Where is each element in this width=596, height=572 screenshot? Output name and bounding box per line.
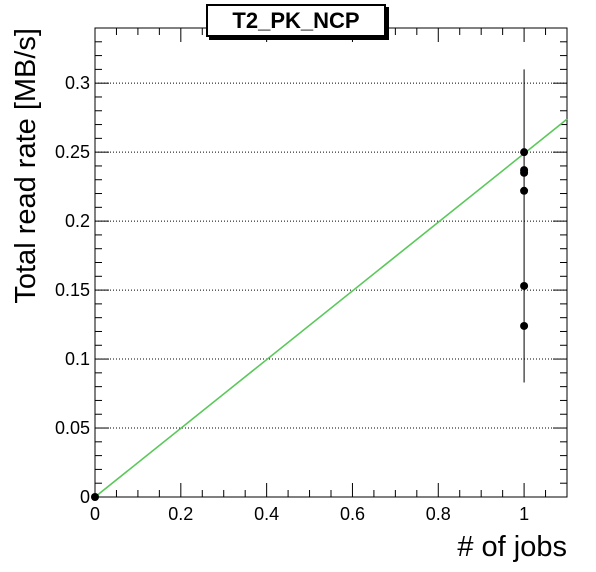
x-tick-label: 0.2 [168,504,193,524]
data-layer [91,69,568,501]
y-tick-label: 0.3 [65,73,90,93]
fit-line [94,118,568,498]
data-point [520,281,529,290]
x-tick-label: 0.4 [254,504,279,524]
grid-layer [95,82,567,429]
x-tick-label: 0.6 [340,504,365,524]
label-layer: 0 0.2 0.4 0.6 0.8 1 0 0.05 0.1 0.15 0.2 0.25 0.3 # of… [10,28,567,563]
data-point [520,186,529,195]
x-tick-label: 0 [90,504,100,524]
axes-layer [94,27,568,498]
data-point [520,148,529,157]
chart-title: T2_PK_NCP [206,4,386,37]
y-tick-label: 0.2 [65,211,90,231]
data-point [520,321,529,330]
x-tick-label: 1 [519,504,529,524]
y-tick-label: 0.15 [55,280,90,300]
data-point [91,493,99,501]
x-tick-label: 0.8 [426,504,451,524]
y-tick-label: 0.25 [55,142,90,162]
data-point [520,168,529,177]
y-tick-label: 0 [80,487,90,507]
x-axis-title: # of jobs [457,531,567,563]
y-tick-label: 0.05 [55,418,90,438]
y-tick-label: 0.1 [65,349,90,369]
y-axis-title: Total read rate [MB/s] [10,28,42,304]
plot-frame [94,27,568,498]
